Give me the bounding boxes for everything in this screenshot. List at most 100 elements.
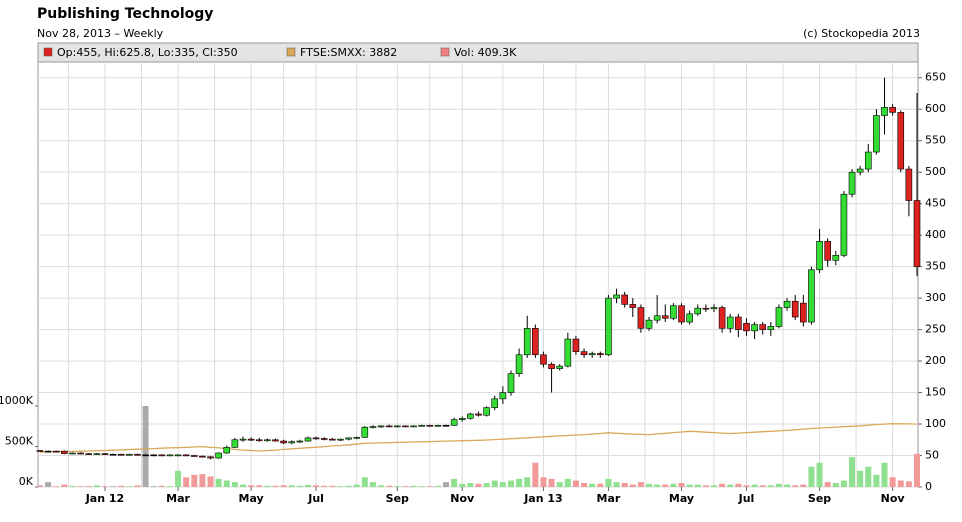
candle-body	[702, 307, 710, 310]
candle-body	[166, 454, 174, 457]
candle-body	[361, 426, 369, 438]
volume-bar	[491, 480, 498, 487]
volume-bar	[597, 483, 604, 487]
volume-bar	[727, 484, 734, 487]
candle-body	[483, 407, 490, 416]
y-tick-label: 50	[925, 449, 939, 462]
volume-bar	[532, 462, 539, 487]
volume-bar	[329, 485, 336, 487]
volume-bar	[280, 485, 287, 487]
volume-bar	[451, 478, 458, 487]
volume-bar	[629, 484, 636, 487]
volume-bar	[467, 482, 474, 487]
y-tick-label: 0	[925, 480, 932, 493]
candle-body	[897, 112, 905, 170]
candle-body	[426, 424, 434, 427]
candle-body	[499, 392, 507, 400]
volume-bar	[288, 485, 295, 487]
y-tick-label: 100	[925, 417, 946, 430]
volume-bar	[272, 485, 279, 487]
candle-body	[158, 454, 166, 457]
volume-bar	[61, 484, 68, 487]
candle-body	[848, 171, 856, 195]
volume-bar	[905, 481, 912, 487]
volume-bar	[914, 453, 920, 487]
candle-body	[800, 302, 807, 323]
candle-body	[85, 453, 93, 455]
y-tick-label: 450	[925, 197, 946, 210]
candle-body	[670, 305, 677, 319]
y-tick-label: 200	[925, 354, 946, 367]
candle-body	[564, 338, 572, 367]
candle-body	[182, 454, 190, 457]
candle-body	[613, 294, 620, 299]
volume-bar	[475, 483, 482, 487]
candle-body	[913, 200, 921, 267]
volume-bar	[37, 485, 43, 487]
candle-body	[450, 419, 458, 426]
volume-bar	[775, 483, 782, 487]
candle-body	[337, 438, 344, 441]
candle-body	[678, 305, 685, 323]
x-tick-label: Nov	[881, 492, 906, 505]
volume-bar	[402, 486, 409, 487]
candle-body	[808, 269, 815, 323]
candle-body	[832, 254, 840, 261]
volume-bar	[824, 482, 831, 487]
volume-bar	[702, 485, 709, 487]
volume-bar	[240, 484, 247, 487]
y2-tick-label: 1000K	[0, 394, 34, 407]
candle-body	[142, 454, 149, 457]
legend-swatch	[286, 47, 296, 57]
volume-bar	[710, 485, 717, 487]
volume-bar	[101, 486, 108, 487]
candle-body	[312, 437, 320, 440]
candle-body	[889, 107, 896, 113]
legend-swatch	[440, 47, 450, 57]
x-tick-label: Jan 12	[85, 492, 124, 505]
x-tick-label: Jan 13	[523, 492, 562, 505]
candle-body	[532, 328, 539, 356]
candle-body	[743, 322, 750, 332]
candle-body	[207, 456, 214, 459]
volume-bar	[150, 486, 157, 487]
volume-bar	[369, 482, 376, 487]
volume-bar	[865, 466, 872, 487]
volume-bar	[507, 480, 514, 487]
volume-bar	[589, 483, 596, 487]
volume-bar	[296, 485, 303, 487]
layer: 0 50 100 150 200 250 300 350 400 450 500 550 600 650 0…	[0, 46, 946, 505]
volume-bar	[581, 482, 588, 487]
volume-bar	[621, 482, 628, 487]
candle-body	[556, 365, 564, 369]
volume-bar	[735, 483, 742, 487]
candle-body	[572, 338, 580, 352]
candle-body	[353, 436, 360, 439]
ftse-line	[39, 423, 918, 453]
volume-bar	[889, 477, 896, 487]
volume-bar	[572, 480, 579, 487]
volume-bar	[605, 478, 612, 487]
volume-bar	[118, 485, 125, 487]
candle-body	[637, 307, 645, 329]
candle-body	[264, 439, 271, 442]
candle-body	[385, 425, 393, 428]
candle-body	[150, 454, 157, 457]
candle-body	[402, 425, 409, 428]
volume-bar	[215, 478, 222, 487]
y2-tick-label: 500K	[5, 435, 34, 448]
volume-bar	[686, 484, 693, 487]
plot-area	[37, 61, 919, 488]
candle-body	[44, 450, 52, 453]
volume-bar	[767, 485, 774, 487]
candle-body	[726, 316, 734, 329]
candle-body	[458, 418, 466, 420]
candle-body	[369, 426, 377, 428]
volume-bar	[548, 478, 555, 487]
candle-body	[751, 324, 758, 332]
candle-body	[174, 454, 182, 457]
volume-bar	[499, 482, 506, 487]
candle-body	[735, 316, 742, 330]
candle-body	[77, 452, 84, 455]
